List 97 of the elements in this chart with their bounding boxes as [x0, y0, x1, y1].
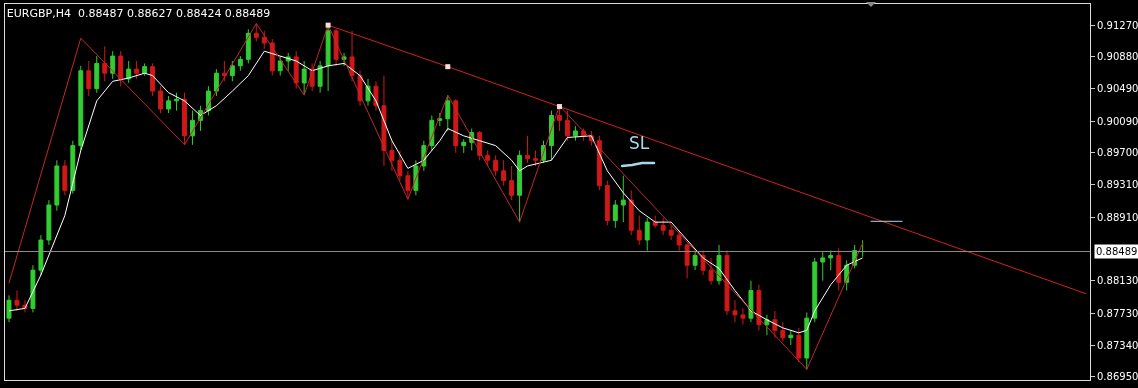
- candlestick: [820, 251, 826, 282]
- candlestick: [174, 92, 179, 112]
- candlestick: [62, 159, 68, 196]
- candlestick: [333, 28, 339, 67]
- line-series: [8, 50, 864, 334]
- y-tick-label: 0.90090: [1097, 115, 1138, 127]
- y-tick-label: 0.87730: [1097, 307, 1138, 319]
- candlestick: [620, 175, 626, 223]
- candlestick: [572, 125, 578, 142]
- candlestick: [652, 215, 658, 229]
- candlestick: [349, 30, 355, 82]
- candlestick: [229, 60, 235, 82]
- candlestick: [788, 329, 794, 346]
- y-tick-label: 0.86950: [1097, 371, 1138, 383]
- candlestick: [517, 149, 523, 223]
- candlestick: [261, 30, 267, 50]
- candlestick: [668, 224, 674, 241]
- candlestick: [325, 24, 331, 92]
- candlestick: [780, 321, 786, 343]
- candlestick: [684, 242, 690, 279]
- candlestick: [182, 92, 187, 146]
- candlestick: [166, 95, 171, 114]
- y-tick-label: 0.87340: [1097, 339, 1138, 351]
- candlestick: [397, 149, 403, 182]
- candlestick: [748, 280, 754, 323]
- candlestick: [461, 138, 467, 154]
- candlestick: [30, 264, 36, 313]
- candlestick: [764, 314, 770, 336]
- candlestick: [253, 23, 259, 42]
- candlestick: [596, 135, 602, 191]
- candlestick: [245, 28, 251, 64]
- candlestick: [14, 289, 20, 312]
- candlestick: [804, 311, 810, 370]
- candlestick: [142, 62, 148, 77]
- y-tick-label: 0.88910: [1097, 211, 1138, 223]
- candlestick: [732, 299, 738, 323]
- candlestick: [493, 154, 499, 177]
- candlestick: [724, 250, 730, 316]
- candlestick: [772, 310, 778, 339]
- candlestick: [740, 307, 746, 326]
- candlestick: [692, 250, 698, 271]
- candlestick: [78, 65, 84, 151]
- candlestick: [221, 60, 227, 82]
- candlestick: [46, 199, 52, 246]
- candlestick: [501, 159, 507, 186]
- candlestick: [604, 180, 610, 226]
- candlestick: [150, 62, 156, 97]
- candlestick: [389, 140, 395, 172]
- candlestick: [676, 229, 682, 252]
- y-tick-label: 0.91270: [1097, 19, 1138, 31]
- candlestick: [533, 149, 538, 167]
- candlestick: [756, 284, 762, 331]
- y-tick-label: 0.89700: [1097, 147, 1138, 159]
- candlestick: [644, 217, 650, 252]
- candlestick: [94, 55, 100, 94]
- annotation: SL: [629, 133, 650, 153]
- candlestick: [612, 199, 618, 229]
- candlestick: [6, 294, 12, 323]
- candlestick: [38, 234, 44, 276]
- candlestick: [86, 60, 92, 97]
- candlestick: [126, 60, 132, 84]
- candlestick: [293, 50, 299, 90]
- candlestick: [636, 215, 642, 246]
- candlestick: [828, 250, 834, 271]
- y-tick-label: 0.90880: [1097, 51, 1138, 63]
- candlestick: [564, 110, 570, 142]
- point: [325, 22, 331, 28]
- candlestick: [628, 189, 634, 236]
- y-tick-label: 0.90490: [1097, 83, 1138, 95]
- y-tick-label: 0.89310: [1097, 179, 1138, 191]
- candlestick: [485, 149, 491, 167]
- candlestick: [158, 85, 164, 114]
- candlestick: [118, 50, 124, 87]
- candlestick: [525, 135, 531, 164]
- candlestick: [237, 55, 243, 72]
- candlestick: [796, 327, 802, 363]
- candlestick: [509, 165, 515, 201]
- line-series: [8, 23, 864, 370]
- candlestick: [660, 217, 666, 236]
- candlestick: [54, 159, 60, 212]
- candlestick: [708, 257, 714, 286]
- candlestick: [812, 257, 818, 323]
- point: [445, 64, 451, 70]
- candlestick: [134, 60, 140, 80]
- candlestick: [110, 50, 116, 80]
- y-tick-label: 0.88130: [1097, 275, 1138, 287]
- ref-line-label: 0.88489: [1096, 246, 1138, 257]
- candlestick: [317, 60, 323, 94]
- candlestick: [277, 55, 283, 77]
- chart-title: EURGBP,H4 0.88487 0.88627 0.88424 0.88489: [6, 7, 271, 21]
- candlestick: [102, 45, 108, 82]
- candlestick: [557, 105, 562, 132]
- candlestick: [213, 68, 219, 97]
- candlestick: [836, 247, 842, 291]
- candlestick: [453, 98, 459, 154]
- candlestick: [405, 170, 411, 200]
- point: [556, 104, 562, 110]
